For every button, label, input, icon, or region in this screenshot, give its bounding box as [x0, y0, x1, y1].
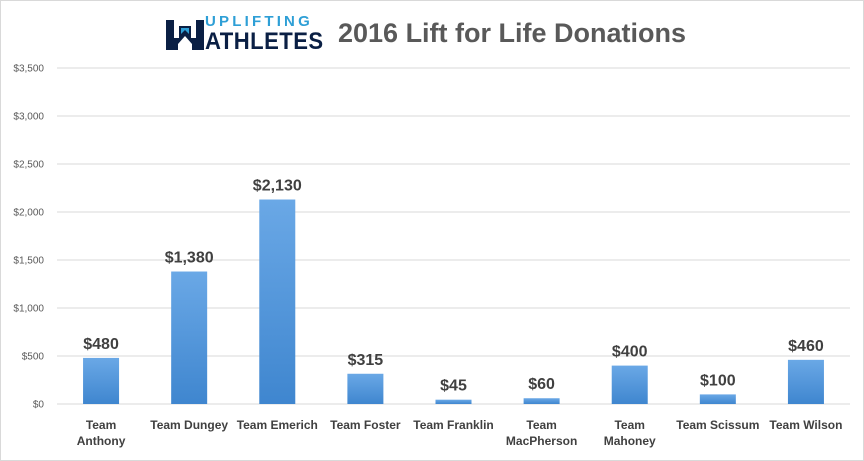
data-labels: $480 $1,380 $2,130 $315 $45 $60 $400 $100 $460: [83, 178, 824, 395]
uplifting-athletes-logo: UPLIFTING ATHLETES: [165, 13, 327, 55]
y-tick-label: $3,500: [13, 64, 44, 75]
y-axis: $0 $500 $1,000 $1,500 $2,000 $2,500 $3,000 $3,5…: [13, 64, 44, 411]
y-tick-label: $0: [33, 400, 45, 411]
x-tick-label: Team Scissum: [676, 418, 759, 432]
y-tick-label: $2,000: [13, 208, 44, 219]
y-tick-label: $3,000: [13, 112, 44, 123]
y-tick-label: $1,500: [13, 256, 44, 267]
x-axis: Team Anthony Team Dungey Team Emerich Team F…: [77, 418, 843, 448]
data-label: $1,380: [165, 250, 214, 267]
bar: [787, 359, 824, 404]
data-label: $45: [440, 378, 467, 395]
y-tick-label: $1,000: [13, 304, 44, 315]
x-tick-label: Team Anthony: [77, 418, 126, 448]
logo-mark-icon: [166, 20, 204, 50]
data-label: $100: [700, 372, 736, 389]
bar: [259, 199, 296, 404]
data-label: $460: [788, 338, 824, 355]
x-tick-label: Team Wilson: [769, 418, 842, 432]
bar: [699, 394, 736, 404]
bars: [83, 199, 824, 404]
bar: [435, 399, 472, 404]
data-label: $400: [612, 344, 648, 361]
data-label: $315: [348, 352, 384, 369]
x-tick-label: Team Foster: [330, 418, 401, 432]
x-tick-label: Team Franklin: [413, 418, 493, 432]
bar: [523, 398, 560, 404]
x-tick-label: Team Dungey: [150, 418, 228, 432]
bar: [83, 357, 120, 404]
x-tick-label: Team MacPherson: [506, 418, 577, 448]
logo-bottom-text: ATHLETES: [205, 28, 324, 55]
bar: [171, 271, 208, 404]
bar: [611, 365, 648, 404]
x-tick-label: Team Mahoney: [604, 418, 656, 448]
y-tick-label: $2,500: [13, 160, 44, 171]
data-label: $2,130: [253, 178, 302, 195]
bar: [347, 373, 384, 404]
y-tick-label: $500: [22, 352, 45, 363]
data-label: $480: [83, 336, 119, 353]
data-label: $60: [528, 376, 555, 393]
chart-title: 2016 Lift for Life Donations: [338, 18, 687, 48]
x-tick-label: Team Emerich: [237, 418, 318, 432]
logo-top-text: UPLIFTING: [205, 13, 313, 30]
